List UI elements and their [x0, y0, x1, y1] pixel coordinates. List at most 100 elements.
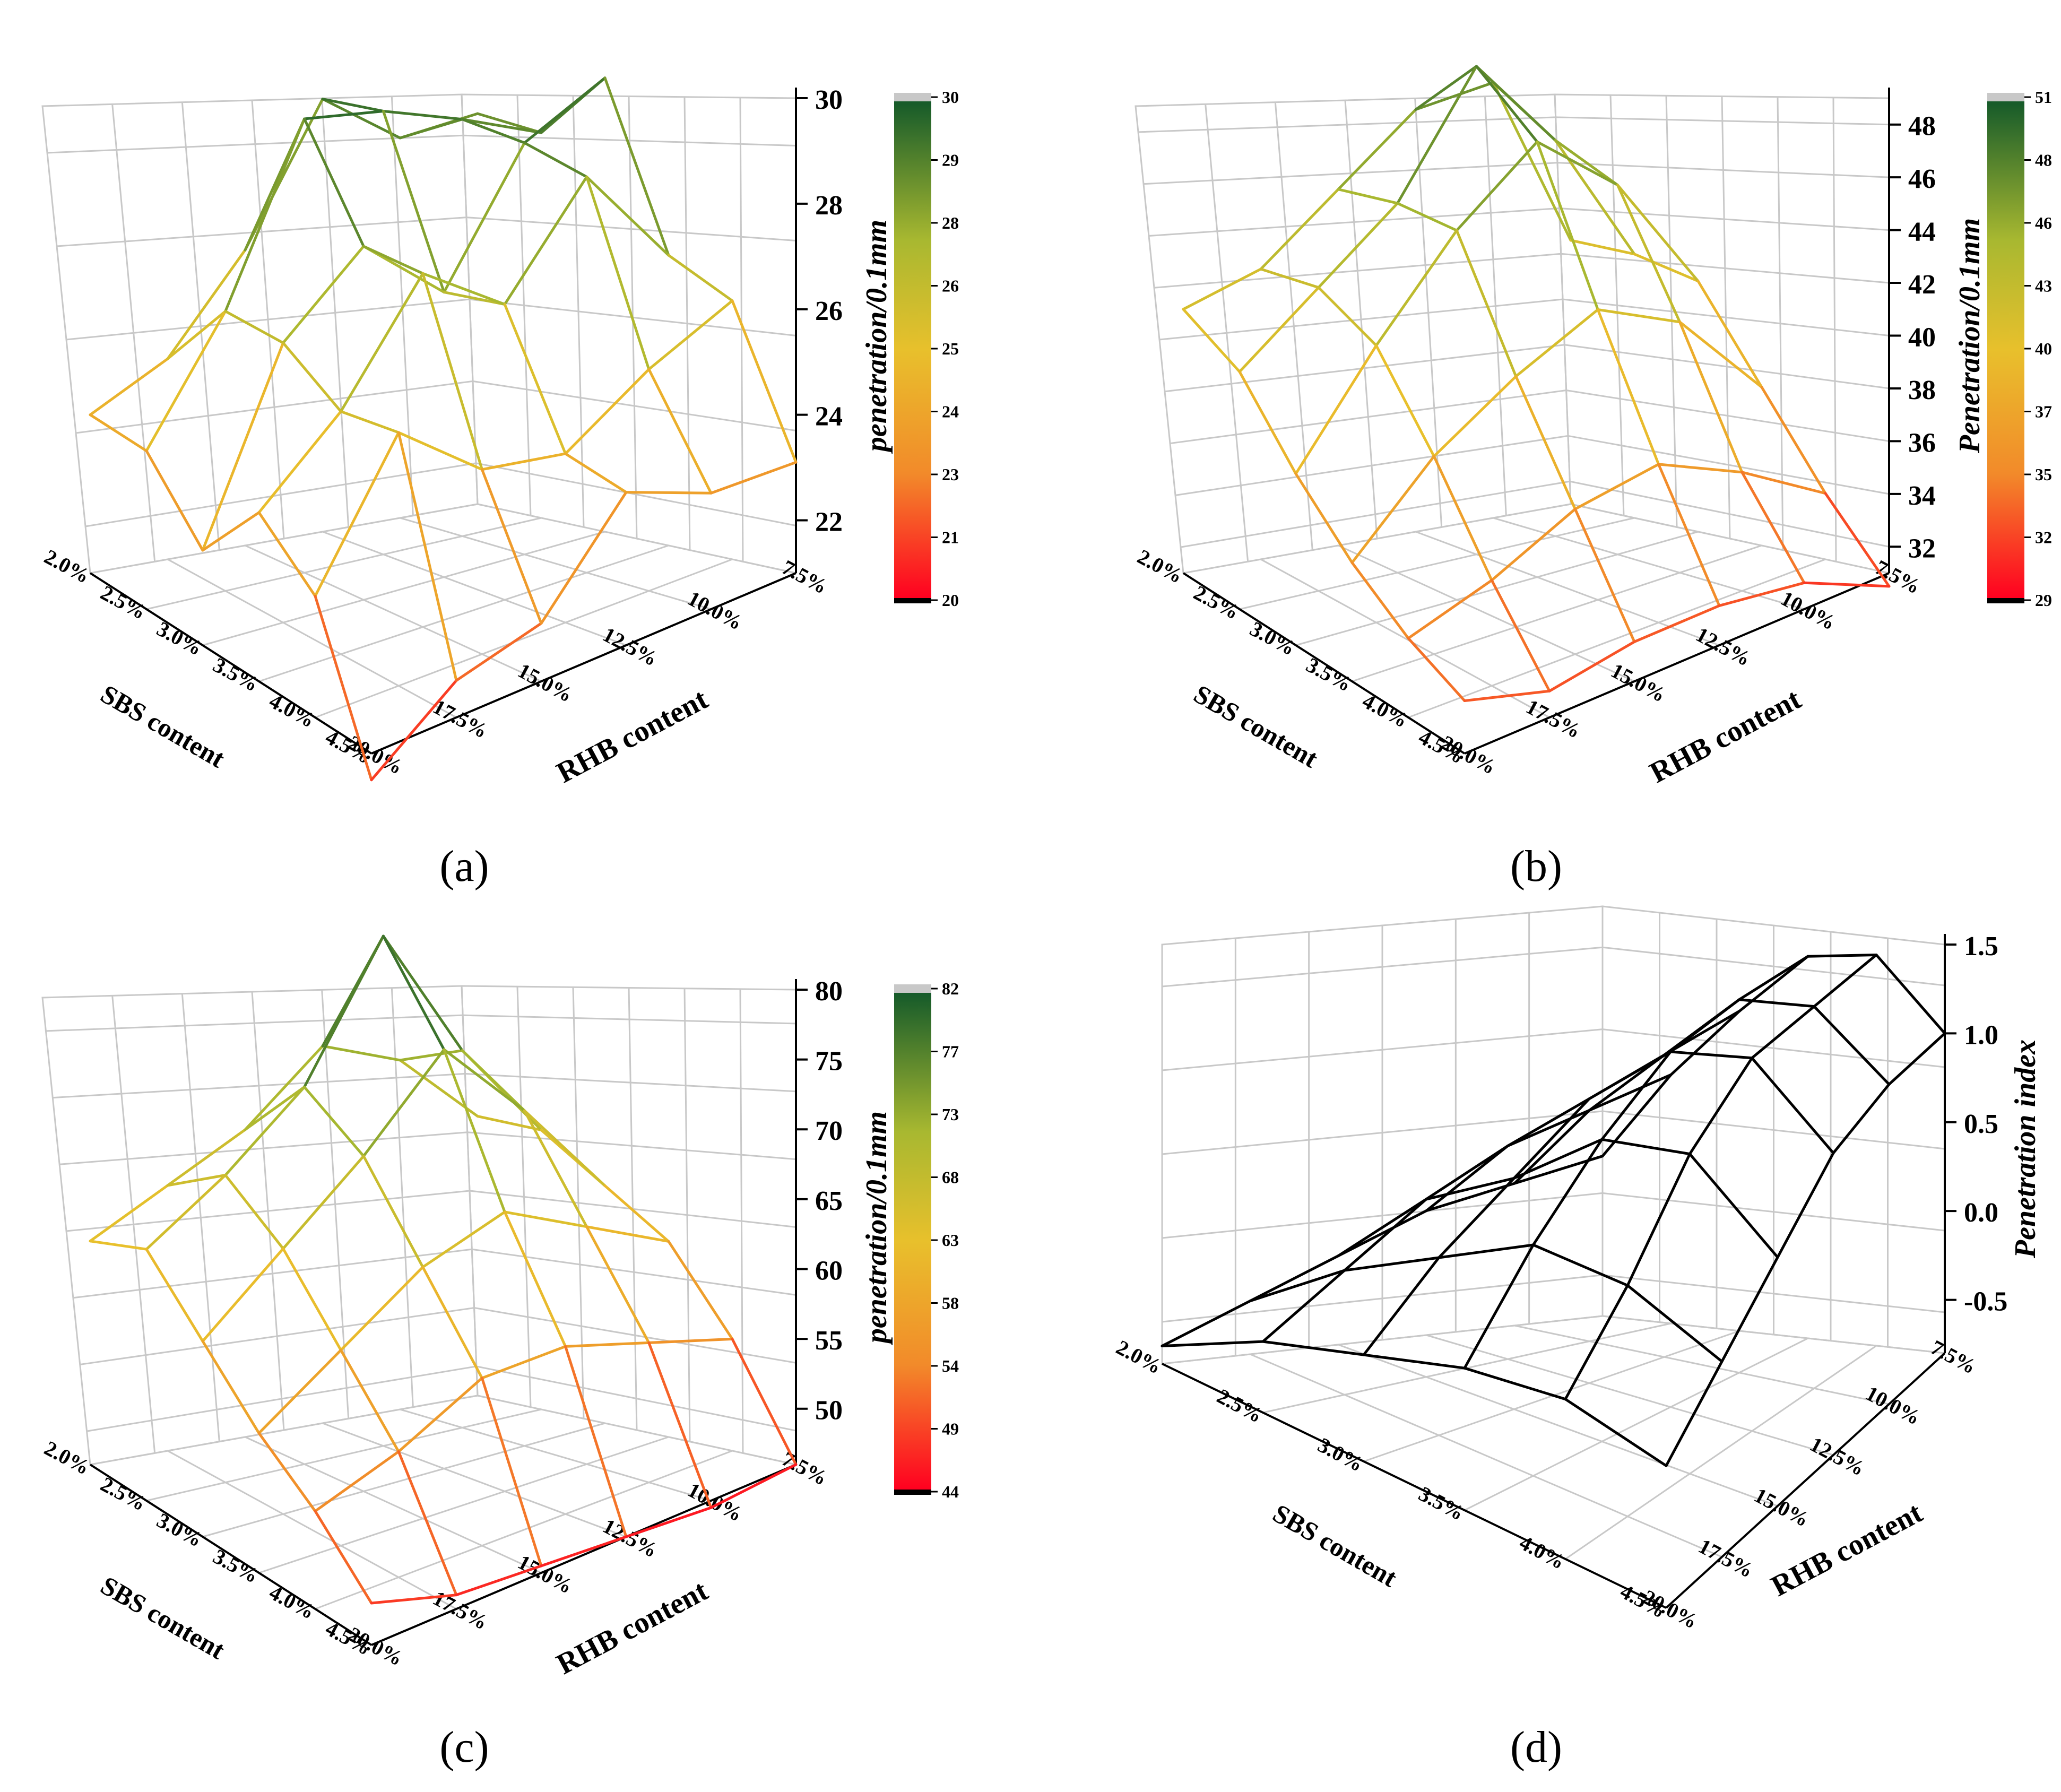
surface-edge	[1455, 140, 1539, 232]
colorbar-tick-label: 51	[2035, 88, 2052, 107]
floor-gridline	[322, 531, 627, 646]
surface-edge	[362, 245, 425, 275]
wall-gridline	[1138, 116, 1890, 133]
z-axis-title: Penetration index	[2009, 1040, 2042, 1259]
surface-edge	[1803, 581, 1891, 588]
surface-edge	[1616, 184, 1700, 283]
colorbar-tick-label: 68	[942, 1168, 959, 1187]
surface-edge	[455, 622, 543, 682]
surface-edge	[1425, 1144, 1509, 1213]
floor-gridline	[1239, 517, 1635, 610]
surface-edge	[166, 1173, 227, 1187]
x-tick-label: 3.5%	[1302, 653, 1356, 696]
surface-edge	[224, 1085, 306, 1176]
x-tick-label: 2.5%	[97, 581, 150, 624]
surface-edge	[503, 303, 567, 455]
surface-edge	[461, 118, 526, 144]
surface-edge	[362, 245, 446, 294]
surface-edge	[1573, 507, 1636, 643]
surface-edge	[244, 1085, 306, 1131]
y-tick-label: 15.0%	[514, 659, 577, 707]
surface-edge	[224, 117, 306, 313]
floor-gridline	[1426, 1334, 1834, 1456]
surface-edge	[540, 491, 628, 625]
surface-edge	[314, 594, 373, 782]
colorbar-tick-label: 77	[942, 1042, 959, 1061]
x-axis-line	[1182, 572, 1466, 755]
wall-gridline	[85, 462, 796, 527]
surface-edge	[257, 1348, 342, 1435]
surface-edge	[397, 1377, 483, 1453]
surface-edge	[523, 1109, 588, 1228]
x-axis-line	[1162, 1363, 1667, 1609]
colorbar-tick-label: 49	[942, 1419, 959, 1439]
surface-edge	[257, 410, 342, 514]
surface-edge	[89, 1184, 169, 1243]
surface-edge	[480, 452, 567, 471]
x-tick-label: 2.0%	[1112, 1335, 1166, 1379]
z-tick-label: 34	[1908, 481, 1936, 511]
surface-edge	[166, 248, 247, 360]
colorbar-floor	[1987, 598, 2024, 603]
y-axis-line	[1464, 572, 1890, 755]
colorbar-tick-label: 32	[2035, 528, 2052, 547]
surface-edge	[1657, 463, 1744, 474]
y-tick-label: 10.0%	[684, 1478, 747, 1526]
floor-gridline	[245, 544, 542, 682]
surface-edge	[540, 1535, 628, 1568]
colorbar-c: 44 49 54 58 63 68 73 77 82	[894, 979, 959, 1501]
x-tick-label: 3.0%	[153, 617, 206, 660]
z-tick-label: 44	[1908, 217, 1936, 247]
surface-edge	[382, 109, 446, 294]
x-tick-label: 4.0%	[1516, 1530, 1569, 1574]
wall-gridline	[47, 134, 796, 154]
x-axis-line	[89, 572, 373, 755]
z-tick-label: 50	[815, 1396, 843, 1426]
floor-gridline	[167, 1450, 457, 1610]
surface-edge	[1531, 1138, 1604, 1246]
wall-gridline	[1162, 1028, 1945, 1071]
floor-gridline	[1260, 558, 1550, 718]
colorbar-tick-label: 54	[942, 1356, 959, 1375]
surface-edge	[1573, 463, 1660, 510]
surface-edge	[224, 1173, 285, 1250]
z-tick-label: 0.0	[1964, 1198, 1998, 1228]
surface-edge	[370, 679, 458, 782]
y-tick-label: 12.5%	[599, 622, 662, 671]
floor-gridline	[202, 1422, 605, 1538]
y-tick-label: 12.5%	[1806, 1432, 1869, 1481]
surface-edge	[1806, 953, 1878, 958]
caption-d: (d)	[1510, 1722, 1562, 1772]
surface-edge	[1475, 65, 1539, 143]
surface-edge	[603, 1184, 670, 1243]
surface-edge	[443, 1048, 526, 1112]
y-tick-label: 7.5%	[778, 555, 832, 599]
surface-edge	[339, 1348, 400, 1453]
y-axis-line	[371, 1464, 796, 1646]
y-tick-label: 12.5%	[599, 1514, 662, 1562]
surface-edge	[201, 1247, 285, 1343]
surface-edge	[1425, 1182, 1516, 1213]
surface-edge	[339, 410, 400, 434]
surface-edge	[1337, 188, 1399, 205]
y-axis-line	[371, 572, 796, 755]
surface-edge	[1161, 1300, 1252, 1348]
panel-d: -0.5 0.0 0.5 1.0 1.5 Penetration index 2.0% 2.5…	[1112, 905, 2042, 1772]
surface-edge	[1626, 1153, 1691, 1287]
surface-edge	[1261, 1269, 1346, 1343]
surface-edge	[503, 1210, 567, 1348]
surface-edge	[201, 341, 285, 552]
surface-edge	[382, 934, 464, 1052]
surface-edge	[731, 1337, 798, 1466]
wall-gridline	[1143, 162, 1890, 185]
surface-edge	[1536, 140, 1619, 187]
surface-edge	[564, 1341, 651, 1348]
surface-edge	[166, 1128, 247, 1187]
surface-edge	[1317, 202, 1399, 289]
z-tick-label: 48	[1908, 111, 1936, 142]
surface-edge	[321, 98, 402, 140]
z-tick-label: 36	[1908, 428, 1936, 458]
z-axis-title: penetration/0.1mm	[860, 220, 893, 454]
z-tick-label: 26	[815, 296, 843, 326]
surface-edge	[647, 1337, 734, 1344]
